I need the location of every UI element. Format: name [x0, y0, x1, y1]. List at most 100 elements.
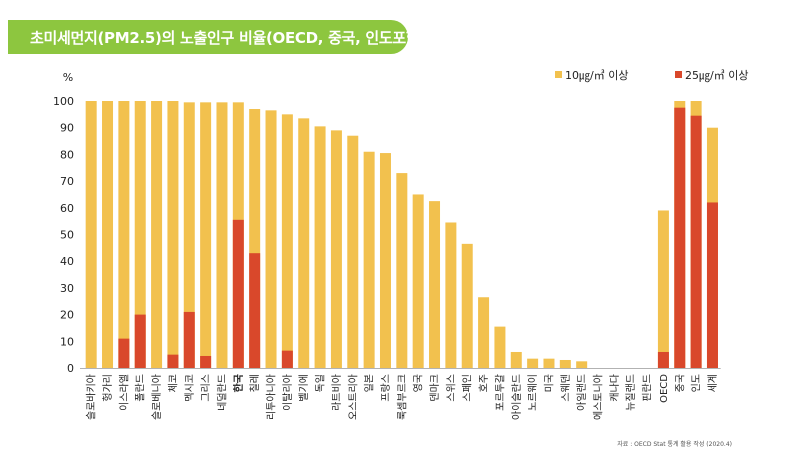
- bar-pm10: [85, 101, 97, 368]
- bar-pm10: [183, 102, 195, 369]
- bar-pm10: [134, 101, 146, 368]
- x-tick-label: 미국: [543, 374, 555, 392]
- x-tick-label: 폴란드: [135, 374, 147, 402]
- y-tick-label: 0: [67, 362, 74, 375]
- x-tick-label: 포르투갈: [493, 374, 506, 411]
- source-note: 자료 : OECD Stat 통계 활용 작성 (2020.4): [617, 440, 732, 448]
- x-tick-label: 그리스: [200, 374, 212, 402]
- x-tick-label: 스위스: [444, 374, 457, 402]
- bar-pm10: [347, 135, 359, 368]
- bar-pm25: [118, 338, 130, 368]
- x-tick-label: 핀란드: [642, 374, 654, 402]
- bar-pm10: [200, 102, 212, 369]
- bar-pm10: [363, 151, 375, 368]
- y-axis-unit: %: [63, 71, 73, 84]
- x-tick-label: 라트비아: [331, 374, 343, 411]
- y-tick-label: 10: [60, 335, 74, 348]
- bar-pm10: [265, 110, 277, 368]
- legend-swatch-pm25: [675, 71, 682, 78]
- bar-pm25: [134, 314, 146, 368]
- y-tick-label: 40: [60, 255, 74, 268]
- bar-pm25: [249, 253, 261, 368]
- bar-pm10: [543, 358, 555, 368]
- bar-pm25: [232, 219, 244, 368]
- x-tick-label: 오스트리아: [347, 374, 359, 420]
- x-tick-label: 벨기에: [298, 374, 310, 402]
- legend-label-pm25: 25㎍/㎥ 이상: [685, 69, 748, 82]
- x-tick-label: 룩셈부르크: [396, 374, 408, 420]
- x-tick-label: 일본: [364, 374, 376, 392]
- bar-pm10: [151, 101, 163, 368]
- x-axis-labels: 슬로바키아 헝가리 이스라엘 폴란드 슬로베니아 체코 멕시코 그리스 네덜란드 한국 칠레 리투아니…: [86, 374, 719, 420]
- x-tick-label: 슬로바키아: [86, 374, 98, 420]
- bar-pm10: [379, 153, 391, 368]
- x-tick-label: 스페인: [462, 374, 474, 402]
- x-tick-label: 슬로베니아: [151, 374, 163, 420]
- x-tick-label: 이탈리아: [281, 374, 294, 411]
- bar-pm25: [167, 354, 179, 368]
- legend-swatch-pm10: [555, 71, 562, 78]
- bar-pm10: [510, 351, 522, 368]
- x-tick-label: 체코: [167, 374, 179, 392]
- bar-pm10: [281, 114, 293, 368]
- x-tick-label: 아일랜드: [576, 374, 588, 411]
- bar-pm25: [690, 115, 702, 368]
- x-tick-label: 네덜란드: [216, 374, 228, 411]
- bar-pm10: [118, 101, 130, 368]
- bar-pm10: [298, 118, 310, 368]
- y-tick-label: 90: [60, 122, 74, 135]
- x-tick-label: 아이슬란드: [511, 374, 523, 420]
- y-axis: % 0 10 20 30 40 50 60 70 80 90 100: [53, 71, 721, 375]
- bar-pm10: [445, 222, 457, 368]
- x-tick-label: 캐나다: [609, 374, 621, 402]
- bar-pm25: [200, 355, 212, 368]
- bar-pm10: [559, 359, 571, 368]
- bar-pm10: [330, 130, 342, 368]
- x-tick-label: 독일: [315, 374, 327, 392]
- bar-pm10: [429, 201, 441, 368]
- x-tick-label: 뉴질랜드: [625, 374, 637, 411]
- x-tick-label: 에스토니아: [593, 374, 605, 420]
- bar-pm10: [249, 109, 261, 368]
- y-tick-label: 30: [60, 282, 74, 295]
- bar-pm10: [396, 173, 408, 368]
- bar-pm10: [102, 101, 114, 368]
- bar-pm10: [657, 210, 669, 368]
- bar-pm10: [494, 326, 506, 368]
- bar-pm25: [674, 107, 686, 369]
- bar-pm10: [576, 361, 588, 368]
- x-tick-label: 인도: [691, 374, 703, 392]
- chart-title: 초미세먼지(PM2.5)의 노출인구 비율(OECD, 중국, 인도포함, 20…: [8, 20, 477, 54]
- y-tick-label: 50: [60, 229, 74, 242]
- x-tick-label: 리투아니아: [266, 374, 278, 420]
- x-tick-label: 멕시코: [184, 374, 196, 402]
- bar-pm25: [706, 202, 718, 368]
- y-tick-label: 60: [60, 202, 74, 215]
- bar-pm10: [314, 126, 326, 369]
- x-tick-label: 중국: [674, 374, 686, 392]
- legend: 10㎍/㎥ 이상 25㎍/㎥ 이상: [555, 69, 748, 82]
- x-tick-label: 칠레: [249, 374, 261, 392]
- x-tick-label: 세계: [707, 374, 719, 392]
- bar-pm25: [183, 311, 195, 368]
- bar-pm10: [216, 102, 228, 369]
- x-tick-label: 한국: [233, 374, 245, 392]
- bars: [85, 101, 718, 369]
- x-tick-label: 영국: [413, 374, 425, 392]
- y-tick-label: 20: [60, 309, 74, 322]
- chart-title-text: 초미세먼지(PM2.5)의 노출인구 비율(OECD, 중국, 인도포함, 20…: [30, 28, 477, 47]
- legend-label-pm10: 10㎍/㎥ 이상: [565, 69, 628, 82]
- x-tick-label: OECD: [659, 374, 670, 403]
- x-tick-label: 호주: [478, 374, 490, 392]
- y-tick-label: 80: [60, 148, 74, 161]
- bar-pm10: [461, 243, 473, 368]
- y-tick-label: 70: [60, 175, 74, 188]
- x-tick-label: 스웨덴: [560, 374, 572, 402]
- bar-pm10: [167, 101, 179, 368]
- bar-pm25: [281, 350, 293, 368]
- x-tick-label: 이스라엘: [117, 374, 130, 411]
- bar-pm10: [412, 194, 424, 368]
- x-tick-label: 노르웨이: [527, 374, 539, 411]
- y-tick-label: 100: [53, 95, 74, 108]
